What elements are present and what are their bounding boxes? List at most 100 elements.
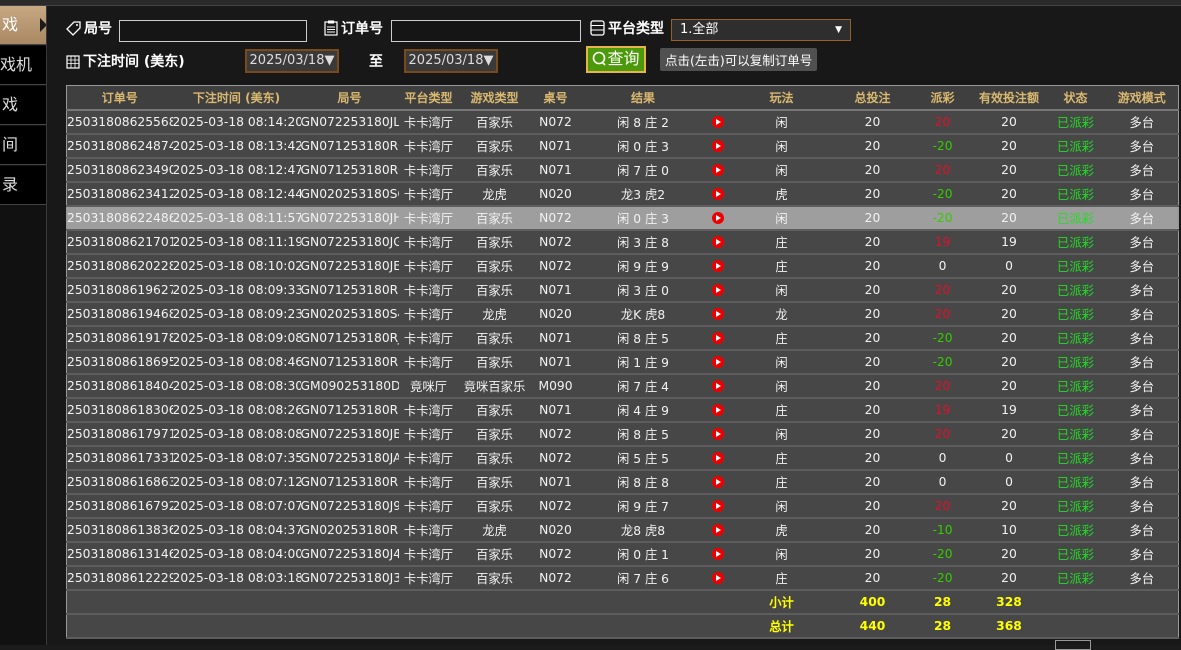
table-row[interactable]: 2503180861962712025-03-18 08:09:33GN0712… [66,277,1179,303]
table-row[interactable]: 2503180861869552025-03-18 08:08:46GN0712… [66,349,1179,375]
play-video-icon[interactable] [712,500,724,512]
play-video-icon[interactable] [712,212,724,224]
cell-order-no[interactable]: 250318086202280 [66,253,173,279]
play-video-icon[interactable] [712,476,724,488]
table-row[interactable]: 2503180862341232025-03-18 08:12:44GN0202… [66,181,1179,207]
cell-order-no[interactable]: 250318086179710 [66,421,173,447]
cell-order-no[interactable]: 250318086234123 [66,181,173,207]
header-bet-time: 下注时间 (美东) [172,85,301,111]
table-row[interactable]: 2503180861222982025-03-18 08:03:18GN0722… [66,565,1179,591]
cell-order-no[interactable]: 250318086183060 [66,397,173,423]
cell-bet-type: 庄 [730,445,833,471]
header-valid-bet: 有效投注额 [972,85,1046,111]
cell-payout: 20 [912,277,973,303]
play-video-icon[interactable] [712,548,724,560]
play-video-icon[interactable] [712,356,724,368]
date-to-picker[interactable]: 2025/03/18▼ [404,49,498,73]
sidebar-item-1[interactable]: 戏 [0,6,46,45]
cell-bet-time: 2025-03-18 08:09:08 [172,325,301,351]
play-video-icon[interactable] [712,236,724,248]
cell-order-no[interactable]: 250318086224866 [66,205,173,231]
play-video-icon[interactable] [712,428,724,440]
sidebar-item-2[interactable]: 戏机 [0,46,46,85]
play-video-icon[interactable] [712,404,724,416]
play-video-icon[interactable] [712,284,724,296]
sidebar-item-3[interactable]: 戏 [0,86,46,125]
cell-order-no[interactable]: 250318086131466 [66,541,173,567]
table-row[interactable]: 2503180862349022025-03-18 08:12:47GN0712… [66,157,1179,183]
cell-order-no[interactable]: 250318086191781 [66,325,173,351]
cell-platform: 卡卡湾厅 [398,133,459,159]
cell-order-no[interactable]: 250318086122298 [66,565,173,591]
table-row[interactable]: 2503180862022802025-03-18 08:10:02GN0722… [66,253,1179,279]
cell-order-no[interactable]: 250318086184041 [66,373,173,399]
cell-total-bet: 20 [832,445,913,471]
header-status: 状态 [1045,85,1106,111]
cell-order-no[interactable]: 250318086186955 [66,349,173,375]
play-video-icon[interactable] [712,140,724,152]
cell-order-no[interactable]: 250318086234902 [66,157,173,183]
table-row[interactable]: 2503180861383622025-03-18 08:04:37GN0202… [66,517,1179,543]
play-video-icon[interactable] [712,452,724,464]
order-input[interactable] [391,20,581,42]
cell-order-no[interactable]: 250318086168633 [66,469,173,495]
cell-valid-bet: 20 [972,157,1046,183]
cell-round-no: GN072253180JE [300,253,399,279]
cell-total-bet: 20 [832,493,913,519]
table-row[interactable]: 2503180862170192025-03-18 08:11:19GN0722… [66,229,1179,255]
cell-order-no[interactable]: 250318086173319 [66,445,173,471]
cell-bet-type: 庄 [730,253,833,279]
cell-game-type: 百家乐 [458,565,531,591]
cell-game-mode: 多台 [1105,301,1179,327]
cell-order-no[interactable]: 250318086196271 [66,277,173,303]
cell-platform: 卡卡湾厅 [398,181,459,207]
table-row[interactable]: 2503180861733192025-03-18 08:07:35GN0722… [66,445,1179,471]
cell-order-no[interactable]: 250318086248742 [66,133,173,159]
table-row[interactable]: 2503180861686332025-03-18 08:07:12GN0712… [66,469,1179,495]
table-row[interactable]: 2503180861840412025-03-18 08:08:30GM0902… [66,373,1179,399]
to-label: 至 [369,54,383,70]
table-row[interactable]: 2503180861830602025-03-18 08:08:26GN0712… [66,397,1179,423]
cell-result: 闲 0 庄 3 [580,133,706,159]
cell-table-no: N020 [530,517,581,543]
sidebar-item-4[interactable]: 间 [0,126,46,165]
date-from-picker[interactable]: 2025/03/18▼ [245,49,339,73]
page-input[interactable] [1055,640,1091,650]
cell-table-no: N071 [530,325,581,351]
cell-game-type: 百家乐 [458,229,531,255]
cell-bet-type: 闲 [730,349,833,375]
replay-cell [705,421,731,447]
table-row[interactable]: 2503180861946832025-03-18 08:09:23GN0202… [66,301,1179,327]
query-button[interactable]: 查询 [586,46,646,73]
cell-order-no[interactable]: 250318086194683 [66,301,173,327]
play-video-icon[interactable] [712,332,724,344]
cell-platform: 卡卡湾厅 [398,349,459,375]
play-video-icon[interactable] [712,260,724,272]
cell-result: 闲 7 庄 6 [580,565,706,591]
cell-valid-bet: 20 [972,349,1046,375]
sidebar-item-5[interactable]: 录 [0,166,46,205]
table-row[interactable]: 2503180861917812025-03-18 08:09:08GN0712… [66,325,1179,351]
cell-order-no[interactable]: 250318086138362 [66,517,173,543]
play-video-icon[interactable] [712,116,724,128]
play-video-icon[interactable] [712,164,724,176]
play-video-icon[interactable] [712,380,724,392]
round-input[interactable] [119,20,307,42]
play-video-icon[interactable] [712,524,724,536]
cell-order-no[interactable]: 250318086167924 [66,493,173,519]
cell-order-no[interactable]: 250318086255680 [66,109,173,135]
table-row[interactable]: 2503180862487422025-03-18 08:13:42GN0712… [66,133,1179,159]
table-row[interactable]: 2503180862248662025-03-18 08:11:57GN0722… [66,205,1179,231]
play-video-icon[interactable] [712,572,724,584]
table-row[interactable]: 2503180861679242025-03-18 08:07:07GN0722… [66,493,1179,519]
play-video-icon[interactable] [712,308,724,320]
table-row[interactable]: 2503180861797102025-03-18 08:08:08GN0722… [66,421,1179,447]
table-row[interactable]: 2503180861314662025-03-18 08:04:00GN0722… [66,541,1179,567]
table-row[interactable]: 2503180862556802025-03-18 08:14:20GN0722… [66,109,1179,135]
cell-status: 已派彩 [1045,205,1106,231]
platform-select[interactable]: 1.全部 ▼ [671,19,851,41]
play-video-icon[interactable] [712,188,724,200]
cell-order-no[interactable]: 250318086217019 [66,229,173,255]
cell-game-type: 龙虎 [458,181,531,207]
cell-status: 已派彩 [1045,541,1106,567]
